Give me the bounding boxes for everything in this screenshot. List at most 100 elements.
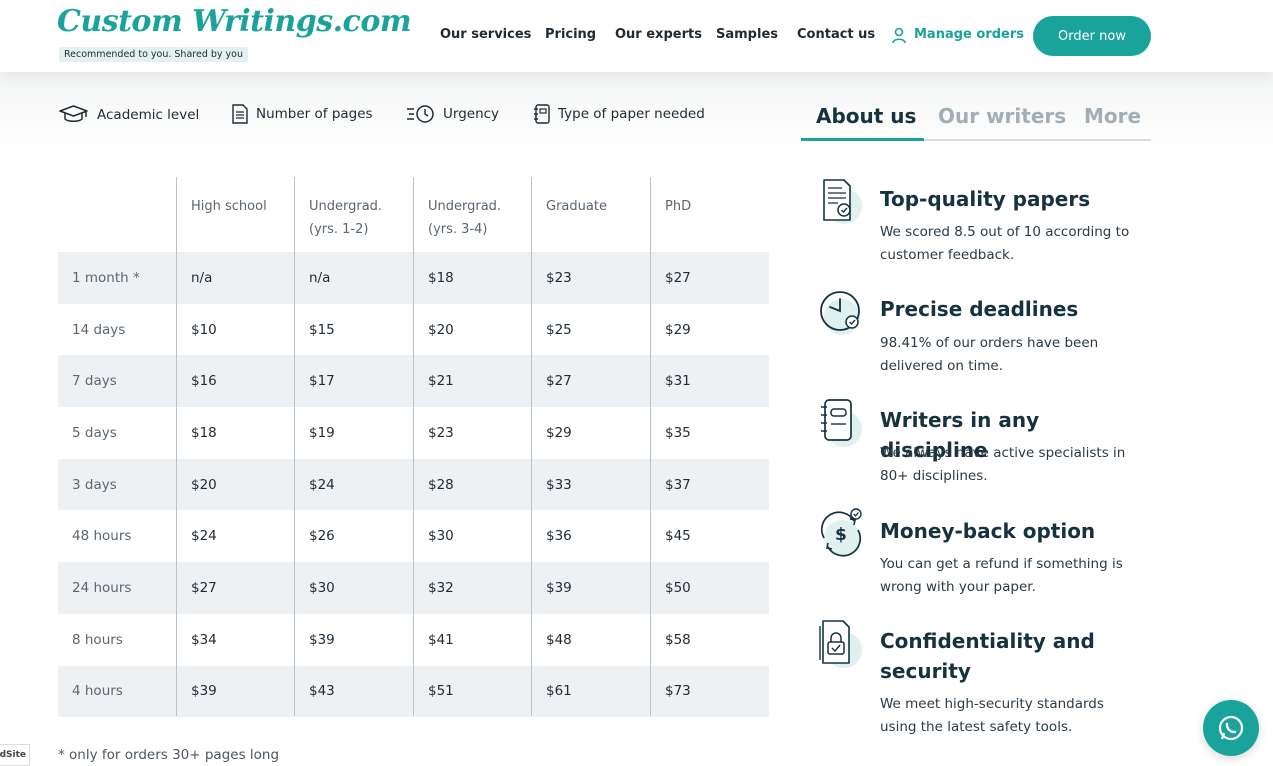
price-cell: $25 — [546, 321, 572, 338]
active-tab-indicator — [801, 138, 924, 141]
price-cell: $51 — [428, 683, 454, 700]
price-cell: $50 — [665, 579, 691, 596]
feature-text: We always have active specialists in 80+… — [880, 445, 1126, 484]
chat-button[interactable] — [1203, 700, 1259, 756]
feature-text: We scored 8.5 out of 10 according to cus… — [880, 224, 1130, 263]
price-cell: $29 — [546, 424, 572, 441]
column-divider — [531, 177, 532, 716]
feature-text: We meet high-security standards using th… — [880, 696, 1104, 735]
row-label: 7 days — [72, 373, 117, 390]
price-cell: $28 — [428, 476, 454, 493]
row-label: 8 hours — [72, 631, 123, 648]
column-header: High school — [191, 199, 267, 214]
filter-label: Type of paper needed — [558, 106, 705, 122]
feature-text: 98.41% of our orders have been delivered… — [880, 335, 1099, 374]
price-cell: $39 — [309, 631, 335, 648]
document-check-icon — [823, 179, 862, 224]
price-cell: $37 — [665, 476, 691, 493]
column-header: Undergrad. (yrs. 3-4) — [428, 199, 502, 237]
price-cell: $23 — [428, 424, 454, 441]
row-label: 5 days — [72, 424, 117, 441]
feature-title: Money-back option — [880, 519, 1096, 543]
price-cell: n/a — [309, 269, 331, 286]
price-cell: $73 — [665, 683, 691, 700]
nav-our-services[interactable]: Our services — [440, 27, 532, 42]
price-cell: $43 — [309, 683, 335, 700]
page-icon — [232, 104, 248, 124]
price-cell: $16 — [191, 373, 217, 390]
filter-type-of-paper[interactable]: Type of paper needed — [533, 104, 705, 124]
price-cell: $45 — [665, 528, 691, 545]
tab-more[interactable]: More — [1084, 104, 1142, 128]
pricing-table: High school Undergrad. (yrs. 1-2) Undergr… — [58, 177, 769, 718]
tabs-underline — [801, 139, 1151, 141]
column-header: PhD — [665, 199, 692, 214]
header-fade — [0, 72, 1273, 152]
sitejabber-badge[interactable]: dSite — [0, 744, 30, 766]
filter-academic-level[interactable]: Academic level — [58, 104, 199, 126]
price-cell: $48 — [546, 631, 572, 648]
price-cell: $23 — [546, 269, 572, 286]
site-header: Custom Writings.com Recommended to you. … — [0, 0, 1273, 72]
nav-samples[interactable]: Samples — [716, 27, 778, 42]
nav-our-experts[interactable]: Our experts — [615, 27, 702, 42]
logo-tagline: Recommended to you. Shared by you — [59, 47, 248, 62]
column-divider — [413, 177, 414, 716]
price-cell: $24 — [191, 528, 217, 545]
order-now-button[interactable]: Order now — [1033, 16, 1151, 56]
paper-type-icon — [534, 104, 550, 124]
price-cell: $24 — [309, 476, 335, 493]
feature-title: Writers in any discipline — [880, 408, 1040, 462]
price-cell: n/a — [191, 269, 213, 286]
price-cell: $33 — [546, 476, 572, 493]
column-divider — [176, 177, 177, 716]
price-cell: $19 — [309, 424, 335, 441]
table-row: 5 days $18 $19 $23 $29 $35 — [58, 407, 769, 459]
row-label: 3 days — [72, 476, 117, 493]
tab-about-us[interactable]: About us — [816, 104, 917, 128]
clock-check-icon — [820, 291, 860, 335]
money-back-icon: $ — [820, 508, 862, 557]
price-cell: $21 — [428, 373, 454, 390]
price-cell: $39 — [191, 683, 217, 700]
price-cell: $31 — [665, 373, 691, 390]
price-cell: $10 — [191, 321, 217, 338]
column-header: Graduate — [546, 199, 607, 214]
feature-text: You can get a refund if something is wro… — [880, 556, 1123, 595]
user-icon — [892, 27, 906, 44]
table-footnote: * only for orders 30+ pages long — [58, 747, 280, 763]
filter-label: Urgency — [443, 106, 500, 122]
filter-urgency[interactable]: Urgency — [406, 104, 499, 124]
site-logo[interactable]: Custom Writings.com — [57, 4, 412, 39]
table-header: High school Undergrad. (yrs. 1-2) Undergr… — [58, 177, 769, 252]
price-cell: $26 — [309, 528, 335, 545]
svg-text:$: $ — [835, 525, 847, 545]
tab-our-writers[interactable]: Our writers — [938, 104, 1067, 128]
nav-contact-us[interactable]: Contact us — [797, 27, 876, 42]
row-label: 14 days — [72, 321, 126, 338]
row-label: 1 month * — [72, 269, 140, 286]
price-cell: $30 — [309, 579, 335, 596]
price-cell: $61 — [546, 683, 572, 700]
table-row: 14 days $10 $15 $20 $25 $29 — [58, 304, 769, 356]
whatsapp-icon — [1218, 715, 1244, 741]
row-label: 48 hours — [72, 528, 132, 545]
row-label: 24 hours — [72, 579, 132, 596]
price-cell: $41 — [428, 631, 454, 648]
nav-pricing[interactable]: Pricing — [545, 27, 597, 42]
table-row: 8 hours $34 $39 $41 $48 $58 — [58, 614, 769, 666]
lock-document-icon — [819, 620, 862, 668]
price-cell: $35 — [665, 424, 691, 441]
filter-number-of-pages[interactable]: Number of pages — [232, 104, 373, 124]
feature-title: Confidentiality and security — [880, 629, 1095, 683]
price-cell: $32 — [428, 579, 454, 596]
price-cell: $18 — [428, 269, 454, 286]
filter-label: Number of pages — [256, 106, 373, 122]
price-cell: $39 — [546, 579, 572, 596]
notebook-icon — [821, 399, 862, 447]
price-cell: $17 — [309, 373, 335, 390]
column-divider — [294, 177, 295, 716]
filter-label: Academic level — [97, 107, 200, 123]
manage-orders-link[interactable]: Manage orders — [914, 27, 1024, 42]
price-cell: $27 — [191, 579, 217, 596]
